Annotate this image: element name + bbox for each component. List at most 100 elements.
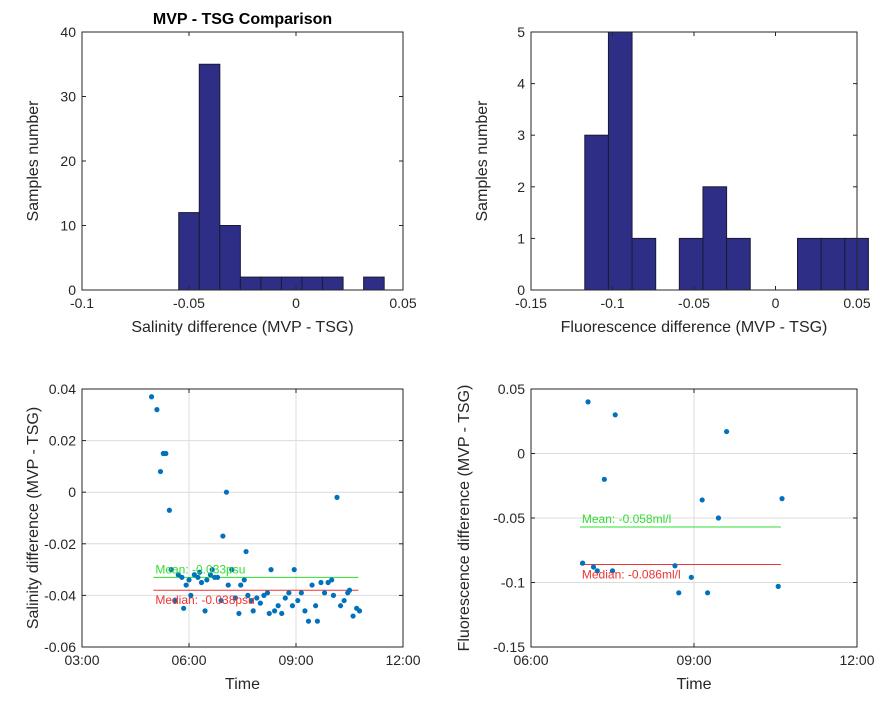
data-point xyxy=(775,583,781,589)
data-point xyxy=(245,592,251,599)
histogram-bar xyxy=(178,212,200,291)
data-point xyxy=(261,592,267,599)
y-tick-label: 1 xyxy=(517,230,525,246)
fluorescence-time-scatter-panel: Mean: -0.058ml/l Median: -0.086ml/l06:00 0… xyxy=(456,381,875,693)
y-tick-label: -0.02 xyxy=(44,536,76,552)
data-point xyxy=(254,595,260,601)
data-point xyxy=(779,496,785,502)
x-tick-label: -0.15 xyxy=(515,295,547,311)
y-tick-label: -0.04 xyxy=(44,587,76,603)
histogram-bar xyxy=(219,225,241,291)
y-tick-label: 5 xyxy=(517,24,525,40)
x-tick-label: -0.1 xyxy=(70,295,94,311)
histogram-bar xyxy=(631,237,657,291)
data-point xyxy=(356,608,363,614)
data-point xyxy=(232,595,238,601)
data-point xyxy=(166,507,172,513)
x-axis-ticks: -0.1 -0.05 0 0.05 xyxy=(70,32,417,311)
y-axis-label: Samples number xyxy=(25,100,42,222)
histogram-bar xyxy=(702,186,728,291)
data-point xyxy=(163,450,169,457)
plot-area xyxy=(82,389,403,647)
data-point xyxy=(585,399,591,405)
data-point xyxy=(225,582,231,588)
data-point xyxy=(183,582,189,588)
y-tick-label: -0.05 xyxy=(493,510,525,526)
data-point xyxy=(688,574,694,580)
data-point xyxy=(594,568,600,574)
y-tick-label: -0.1 xyxy=(501,575,525,591)
data-point xyxy=(257,600,263,606)
chart-title: MVP - TSG Comparison xyxy=(153,11,332,28)
data-point xyxy=(329,577,335,583)
data-point xyxy=(229,567,235,573)
data-point xyxy=(198,579,205,586)
data-point xyxy=(309,582,315,588)
data-point xyxy=(325,579,331,586)
histogram-bar xyxy=(280,276,303,291)
y-axis-ticks: 0 10 20 30 40 xyxy=(60,24,403,298)
x-tick-label: 06:00 xyxy=(171,652,206,668)
data-point xyxy=(214,574,221,580)
x-axis-ticks: 06:00 09:00 12:00 xyxy=(513,389,875,668)
x-tick-label: 03:00 xyxy=(64,652,99,668)
plot-area xyxy=(82,32,403,290)
data-point xyxy=(724,428,730,435)
y-tick-label: 4 xyxy=(517,76,525,92)
data-point xyxy=(330,592,337,599)
data-point xyxy=(191,572,197,578)
y-tick-label: 2 xyxy=(517,179,525,195)
data-point xyxy=(195,574,201,580)
y-axis-ticks: -0.06 -0.04 -0.02 0 0.02 0.04 xyxy=(44,381,403,655)
data-point xyxy=(248,597,255,604)
data-point xyxy=(236,610,242,617)
data-point xyxy=(350,613,356,619)
histogram-bar xyxy=(260,276,282,291)
data-point xyxy=(172,597,178,604)
data-point xyxy=(334,494,340,500)
data-point xyxy=(321,590,328,596)
data-point xyxy=(202,608,208,614)
y-tick-label: 0 xyxy=(68,282,76,298)
x-tick-label: 0 xyxy=(772,295,780,311)
y-axis-label: Fluorescence difference (MVP - TSG) xyxy=(456,385,473,652)
x-tick-label: -0.05 xyxy=(173,295,205,311)
fluorescence-histogram-panel: -0.15 -0.1 -0.05 0 0.05 0 1 2 3 4 5 Fluorescence di… xyxy=(474,24,871,336)
data-point xyxy=(186,577,192,583)
y-tick-label: 0 xyxy=(68,484,76,500)
data-point xyxy=(157,468,164,475)
histogram-bar xyxy=(363,276,385,291)
data-point xyxy=(305,618,312,624)
data-point xyxy=(264,590,271,596)
data-point xyxy=(341,597,347,604)
data-point xyxy=(295,597,301,604)
data-point xyxy=(188,592,194,599)
median-label: Median: -0.038psu xyxy=(155,593,254,607)
x-tick-label: 0.05 xyxy=(843,295,870,311)
histogram-bar xyxy=(239,276,262,291)
y-tick-label: 30 xyxy=(60,89,76,105)
data-point xyxy=(279,610,285,617)
mean-label: Mean: -0.058ml/l xyxy=(582,512,671,526)
median-label: Median: -0.086ml/l xyxy=(582,567,681,581)
data-point xyxy=(266,610,272,617)
salinity-time-scatter-panel: Mean: -0.033psu Median: -0.038psu 03:00 06:… xyxy=(25,381,421,693)
x-axis-label: Time xyxy=(677,676,712,693)
data-point xyxy=(337,603,344,609)
data-point xyxy=(590,564,597,570)
y-tick-label: 0.05 xyxy=(498,381,525,397)
data-point xyxy=(676,590,682,596)
x-tick-label: 12:00 xyxy=(385,652,420,668)
data-point xyxy=(241,577,247,583)
data-point xyxy=(318,579,324,586)
data-point xyxy=(609,568,616,574)
y-axis-ticks: -0.15 -0.1 -0.05 0 0.05 xyxy=(493,381,857,655)
data-point xyxy=(291,567,297,573)
mean-label: Mean: -0.033psu xyxy=(155,562,245,576)
data-point xyxy=(672,563,678,569)
data-point xyxy=(346,587,353,593)
histogram-bar xyxy=(797,237,822,291)
x-axis-ticks: 03:00 06:00 09:00 12:00 xyxy=(64,389,421,668)
histogram-bar xyxy=(584,134,609,291)
